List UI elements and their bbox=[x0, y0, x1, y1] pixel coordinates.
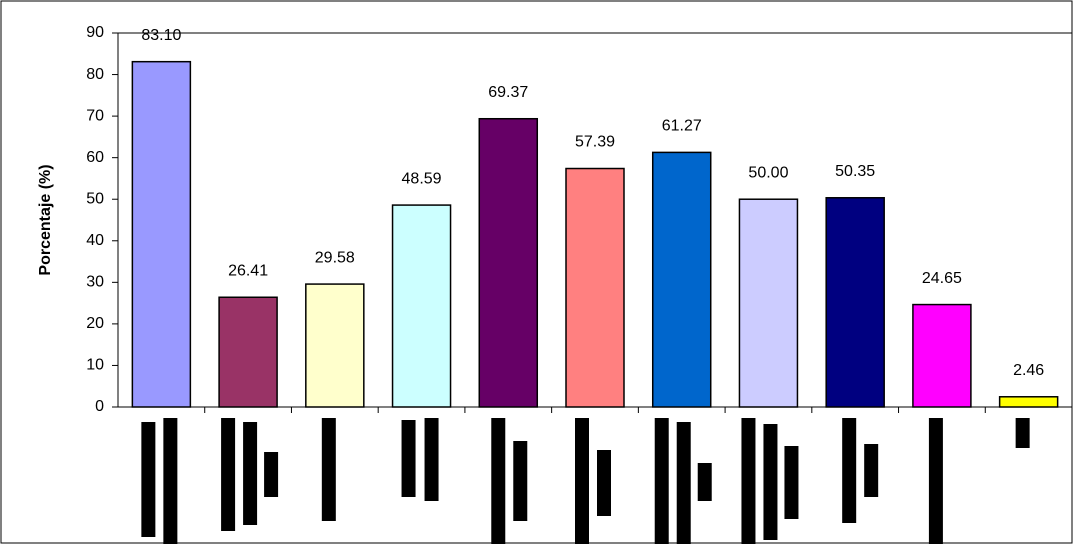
y-tick-label: 30 bbox=[86, 274, 104, 291]
redacted-label bbox=[491, 418, 506, 544]
data-label: 61.27 bbox=[662, 118, 702, 135]
y-tick-label: 80 bbox=[86, 66, 104, 83]
y-tick-label: 20 bbox=[86, 315, 104, 332]
y-tick-label: 0 bbox=[95, 398, 104, 415]
redacted-label bbox=[1015, 418, 1030, 448]
redacted-label bbox=[321, 418, 336, 521]
data-label: 48.59 bbox=[402, 170, 442, 187]
redacted-label bbox=[264, 452, 279, 497]
redacted-label bbox=[424, 418, 439, 501]
y-axis-label: Porcentaje (%) bbox=[37, 164, 54, 275]
y-tick-label: 90 bbox=[86, 24, 104, 41]
y-tick-label: 70 bbox=[86, 107, 104, 124]
y-tick-label: 50 bbox=[86, 190, 104, 207]
redacted-label bbox=[141, 422, 156, 537]
bar bbox=[651, 151, 712, 408]
redacted-label bbox=[928, 418, 943, 544]
bar bbox=[131, 60, 192, 408]
redacted-label bbox=[243, 422, 258, 525]
data-label: 50.00 bbox=[748, 164, 788, 181]
data-label: 2.46 bbox=[1013, 362, 1044, 379]
redacted-label bbox=[864, 444, 879, 497]
bar bbox=[565, 167, 625, 408]
redacted-label bbox=[697, 463, 712, 501]
bar bbox=[912, 303, 972, 408]
redacted-label bbox=[575, 418, 589, 544]
redacted-label bbox=[741, 418, 756, 544]
redacted-label bbox=[513, 441, 528, 521]
bar bbox=[738, 198, 799, 408]
bar bbox=[391, 204, 452, 408]
redacted-label bbox=[654, 418, 669, 544]
redacted-label bbox=[597, 450, 611, 516]
bar bbox=[998, 396, 1059, 408]
data-label: 83.10 bbox=[141, 27, 181, 44]
data-label: 57.39 bbox=[575, 134, 615, 151]
redacted-label bbox=[221, 418, 236, 531]
bar bbox=[218, 296, 278, 408]
bar bbox=[825, 197, 885, 408]
bar bbox=[305, 283, 365, 408]
redacted-label bbox=[842, 418, 857, 523]
data-label: 29.58 bbox=[315, 249, 355, 266]
redacted-label bbox=[763, 424, 778, 540]
redacted-label bbox=[784, 446, 799, 519]
data-label: 26.41 bbox=[228, 262, 268, 279]
data-label: 24.65 bbox=[922, 270, 962, 287]
data-label: 69.37 bbox=[488, 84, 528, 101]
y-tick-label: 40 bbox=[86, 232, 104, 249]
redacted-label bbox=[401, 420, 416, 497]
redacted-label bbox=[676, 422, 691, 544]
redacted-label bbox=[163, 418, 178, 544]
data-label: 50.35 bbox=[835, 163, 875, 180]
y-tick-label: 10 bbox=[86, 357, 104, 374]
bar bbox=[478, 117, 539, 408]
y-tick-label: 60 bbox=[86, 149, 104, 166]
